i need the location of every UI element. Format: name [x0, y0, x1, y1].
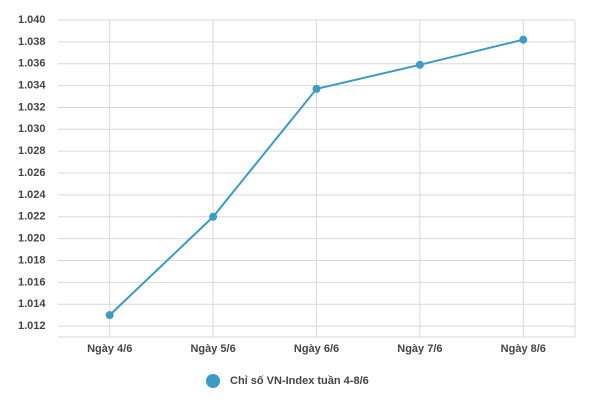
x-tick-label: Ngày 8/6	[501, 343, 546, 355]
point	[415, 60, 424, 69]
x-tick-label: Ngày 7/6	[397, 343, 442, 355]
y-tick-label: 1.020	[18, 233, 46, 245]
point	[209, 212, 218, 221]
x-tick-label: Ngày 4/6	[87, 343, 132, 355]
y-tick-label: 1.034	[18, 79, 46, 91]
y-tick-label: 1.022	[18, 211, 46, 223]
point	[312, 84, 321, 93]
y-tick-label: 1.018	[18, 254, 46, 266]
y-tick-label: 1.036	[18, 58, 46, 70]
point	[105, 311, 114, 320]
y-tick-label: 1.030	[18, 123, 46, 135]
x-tick-label: Ngày 5/6	[190, 343, 235, 355]
y-tick-label: 1.014	[18, 298, 46, 310]
y-tick-label: 1.038	[18, 36, 46, 48]
x-tick-label: Ngày 6/6	[294, 343, 339, 355]
y-tick-label: 1.016	[18, 276, 46, 288]
y-tick-label: 1.040	[18, 14, 46, 26]
y-tick-label: 1.026	[18, 167, 46, 179]
y-tick-label: 1.012	[18, 320, 46, 332]
y-tick-label: 1.024	[18, 189, 46, 201]
y-tick-label: 1.028	[18, 145, 46, 157]
point	[519, 35, 528, 44]
legend-marker	[206, 374, 220, 388]
legend-label: Chỉ số VN-Index tuần 4-8/6	[230, 375, 369, 387]
y-tick-label: 1.032	[18, 101, 46, 113]
